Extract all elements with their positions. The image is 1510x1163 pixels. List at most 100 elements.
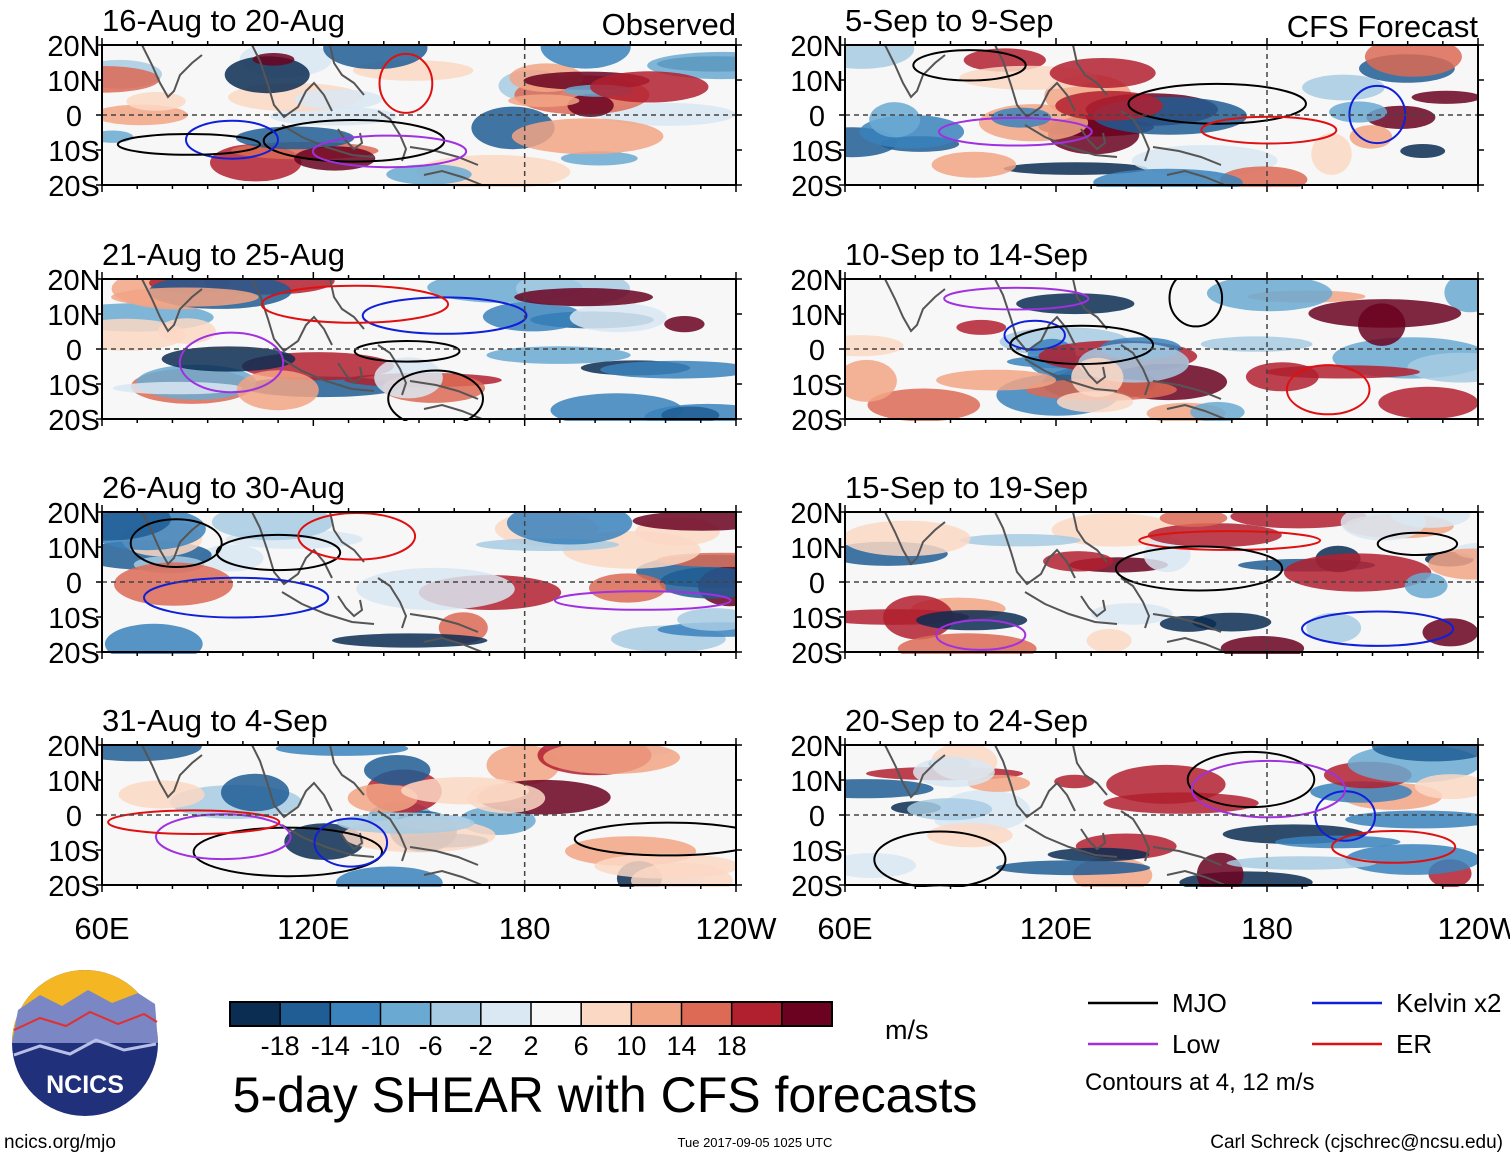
shear-field [845,512,1478,654]
colorbar-swatch [430,1002,482,1026]
coastline [1072,512,1108,563]
colorbar-swatch [781,1002,833,1026]
contour-line [185,119,279,160]
logo-text: NCICS [46,1071,124,1099]
coastline [1166,169,1226,186]
credit: Carl Schreck (cjschrec@ncsu.edu) [1210,1132,1503,1153]
colorbar-swatch [280,1002,331,1026]
coastline [884,512,946,566]
colorbar-unit: m/s [885,1015,929,1045]
y-tick-label: 0 [809,801,825,833]
coastline [884,279,946,333]
colorbar-tick-label: -6 [419,1031,443,1061]
coastline [409,380,479,400]
shear-field [102,279,736,421]
contour-line [1200,115,1338,145]
y-tick-label: 0 [66,101,82,133]
contour-line [938,116,1093,147]
coastline [409,846,479,866]
shear-field [845,745,1478,887]
column-label-observed: Observed [602,7,736,42]
y-tick-label: 20S [791,171,843,203]
coastline [423,403,483,420]
y-tick-label: 10S [48,136,100,168]
colorbar-tick-label: 14 [666,1031,696,1061]
colorbar-tick-label: 2 [523,1031,538,1061]
coastline [1120,577,1151,629]
y-tick-label: 10N [47,300,100,332]
legend-label: Kelvin x2 [1396,988,1502,1018]
y-tick-label: 10S [48,603,100,635]
contour-line [873,830,1007,887]
shear-field [102,745,736,887]
legend-item: MJO [1088,988,1227,1018]
colorbar-swatch [480,1002,532,1026]
coastline [1072,45,1108,96]
y-tick-label: 10N [790,766,843,798]
contour-line [573,821,736,857]
contour-line [935,619,1027,651]
shear-field [102,45,736,187]
coastline [1166,403,1226,420]
y-tick-label: 10S [791,136,843,168]
coastline [251,512,333,586]
colorbar-tick-label: 10 [616,1031,646,1061]
coastline [1080,595,1107,618]
coastline [377,344,408,396]
figure-title: 5-day SHEAR with CFS forecasts [233,1067,978,1123]
panel-title: 10-Sep to 14-Sep [845,237,1088,272]
coastline [1024,591,1118,625]
coastline [141,45,203,99]
x-tick-label: 120E [277,911,349,946]
colorbar-tick-label: -2 [469,1031,493,1061]
timestamp: Tue 2017-09-05 1025 UTC [678,1135,833,1150]
y-tick-label: 0 [66,335,82,367]
contour-line [313,817,389,868]
contour-line [1127,82,1307,125]
colorbar-tick-label: 6 [574,1031,589,1061]
coastline [1024,124,1118,158]
y-tick-label: 10N [790,66,843,98]
coastline [409,613,479,633]
coastline [423,869,483,886]
panel-title: 20-Sep to 24-Sep [845,703,1088,738]
coastline [337,828,364,851]
y-tick-label: 0 [809,101,825,133]
y-tick-label: 0 [66,801,82,833]
coastline [994,745,1076,819]
legend-label: Low [1172,1029,1220,1059]
coastline [329,512,365,563]
y-tick-label: 0 [809,335,825,367]
contour-line [1376,531,1459,556]
contour-line [129,518,223,568]
y-tick-label: 20S [48,638,100,670]
coastline [251,745,333,819]
legend-item: ER [1312,1029,1432,1059]
contour-line [1301,610,1455,647]
contour-line [215,533,342,572]
y-tick-label: 20N [47,265,100,297]
y-tick-label: 20N [47,731,100,763]
coastline [409,146,479,166]
y-tick-label: 20S [48,171,100,203]
coastline [1120,344,1151,396]
coastline [337,128,364,151]
coastline [1120,110,1151,162]
coastline [1152,380,1222,400]
colorbar-swatch [330,1002,381,1026]
coastline [423,636,483,653]
coastline [994,279,1076,353]
y-tick-label: 20S [791,871,843,903]
coastline [1120,810,1151,862]
x-tick-label: 120W [696,911,778,946]
website-link[interactable]: ncics.org/mjo [4,1132,116,1153]
coastline [994,45,1076,119]
contour-line [353,340,461,363]
